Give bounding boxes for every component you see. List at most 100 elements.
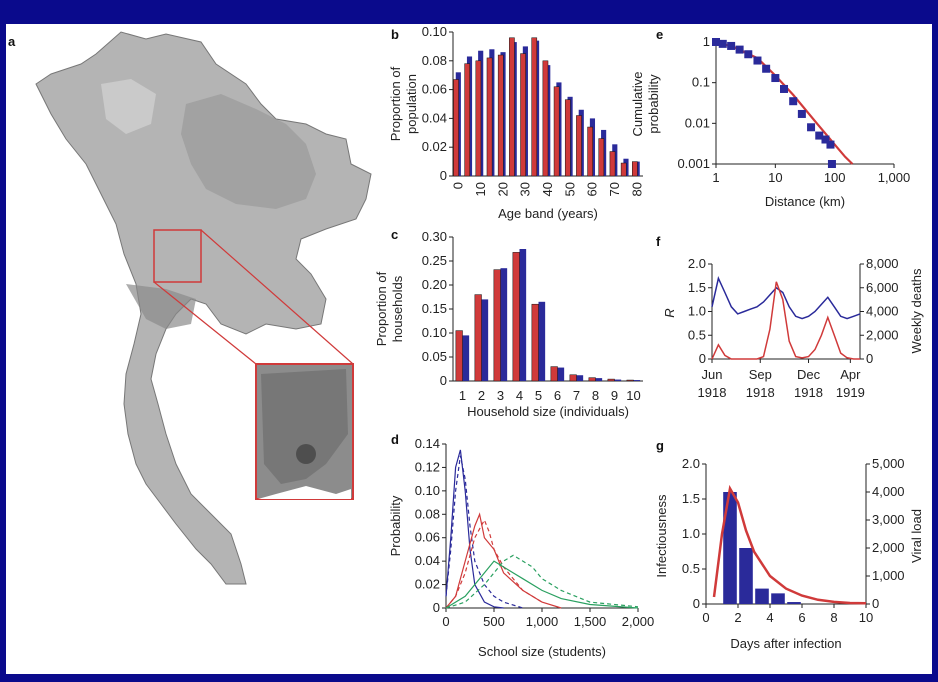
bar-blue: [481, 299, 489, 381]
r-series-line: [711, 275, 861, 320]
y-tick-label: 0.5: [682, 561, 700, 576]
bar-red: [607, 378, 615, 382]
x-axis-label: Age band (years): [498, 206, 598, 221]
y2-tick-label: 4,000: [872, 484, 905, 499]
y-tick-label: 0.001: [677, 156, 710, 171]
x-tick-label: 0: [702, 610, 709, 625]
y-tick-label: 0.12: [415, 459, 440, 474]
infectiousness-curve: [712, 484, 867, 605]
y-tick-label: 0.1: [692, 75, 710, 90]
y-axis-label-line1: Proportion of: [374, 271, 389, 346]
x-tick-label: 10: [473, 182, 488, 196]
bar-blue: [500, 268, 508, 381]
x-tick-label: 1,000: [526, 614, 559, 629]
y2-tick-label: 8,000: [866, 256, 899, 271]
x-axis-label: Days after infection: [730, 636, 841, 651]
y-axis-label: Probability: [388, 495, 403, 556]
x-tick-label: 6: [798, 610, 805, 625]
x-axis-label: School size (students): [478, 644, 606, 659]
viral-load-bar: [771, 593, 785, 604]
bar-red: [486, 57, 493, 177]
x-tick-label: 5: [535, 388, 542, 403]
y2-tick-label: 1,000: [872, 568, 905, 583]
x-tick-year-label: 1918: [698, 385, 727, 400]
bar-blue: [576, 375, 584, 381]
x-axis-label: Household size (individuals): [467, 404, 629, 419]
y-tick-label: 0.10: [422, 24, 447, 39]
bar-red: [464, 63, 471, 177]
x-tick-label: Apr: [840, 367, 861, 382]
scatter-point: [712, 38, 720, 46]
y-tick-label: 0: [440, 168, 447, 183]
series-line-blue-dashed: [445, 455, 523, 609]
x-tick-label: 1: [459, 388, 466, 403]
bar-red: [587, 126, 593, 177]
y-tick-label: 0.5: [688, 327, 706, 342]
zoom-connector-top: [200, 229, 354, 365]
viral-load-bar: [755, 588, 769, 604]
panel-e-letter: e: [656, 27, 663, 42]
y2-tick-label: 0: [872, 596, 879, 611]
x-tick-label: 500: [483, 614, 505, 629]
map-inset: [255, 363, 354, 500]
y-tick-label: 0: [699, 351, 706, 366]
deaths-series-line: [711, 281, 860, 360]
viral-load-bar: [723, 492, 737, 604]
bar-red: [598, 138, 605, 177]
x-tick-label: 20: [495, 182, 510, 196]
scatter-point: [827, 160, 836, 168]
y-axis-label-line2: population: [404, 74, 419, 134]
panel-f-letter: f: [656, 234, 661, 249]
bar-red: [497, 54, 504, 177]
x-tick-label: 8: [830, 610, 837, 625]
bar-red: [474, 294, 482, 382]
x-tick-label: 10: [626, 388, 640, 403]
x-tick-label: 10: [859, 610, 873, 625]
x-tick-label: 70: [607, 182, 622, 196]
x-tick-label: 2: [734, 610, 741, 625]
chart-g: 0 0.5 1.0 1.5 2.0 0 1,000 2,000 3,000 4,000 5,000 0…: [654, 456, 924, 651]
bar-blue: [633, 380, 641, 381]
x-tick-label: 30: [518, 182, 533, 196]
y-tick-label: 2.0: [688, 256, 706, 271]
scatter-point: [780, 84, 789, 93]
y-tick-label: 0.15: [422, 301, 447, 316]
bar-blue: [538, 301, 546, 381]
x-tick-label: 10: [768, 170, 782, 185]
bar-red: [531, 37, 538, 177]
x-tick-label: Dec: [797, 367, 821, 382]
panel-b-letter: b: [391, 27, 399, 42]
scatter-point: [807, 123, 816, 132]
figure-panel: a b 0 0.02 0.04 0.06 0.08 0.10 0 10 20 30 40 50 60 70…: [6, 24, 932, 674]
y2-axis-label: Viral load: [909, 509, 924, 563]
x-tick-label: 4: [516, 388, 523, 403]
bar-red: [453, 79, 459, 177]
x-tick-label: 1: [712, 170, 719, 185]
viral-load-bar: [739, 548, 753, 604]
y2-tick-label: 2,000: [872, 540, 905, 555]
bar-red: [520, 53, 526, 177]
bar-red: [542, 60, 549, 177]
y2-tick-label: 6,000: [866, 280, 899, 295]
bar-blue: [614, 379, 622, 381]
x-tick-label: 0: [442, 614, 449, 629]
y-tick-label: 0: [693, 596, 700, 611]
scatter-point: [771, 74, 780, 83]
bar-red: [569, 374, 577, 382]
y2-tick-label: 5,000: [872, 456, 905, 471]
y-tick-label: 0.14: [415, 436, 440, 451]
bar-red: [588, 377, 596, 382]
figure-svg: a b 00.020.040.060.080.100 10 20 30 40 50 60 70…: [8, 24, 924, 659]
y-tick-label: 1.0: [688, 304, 706, 319]
chart-b: 0 0.02 0.04 0.06 0.08 0.10 0 10 20 30 40 50 60 70 80 Pr…: [388, 24, 644, 221]
thailand-map: [35, 31, 372, 585]
bar-red: [553, 86, 560, 177]
x-tick-label: 9: [611, 388, 618, 403]
y-tick-label: 2.0: [682, 456, 700, 471]
y2-axis-label: Weekly deaths: [909, 268, 924, 354]
y-axis-label-line2: households: [390, 275, 405, 342]
x-tick-label: 40: [540, 182, 555, 196]
y-tick-label: 0.08: [422, 53, 447, 68]
bar-red: [620, 162, 627, 177]
series-line-green-dashed: [445, 554, 639, 609]
